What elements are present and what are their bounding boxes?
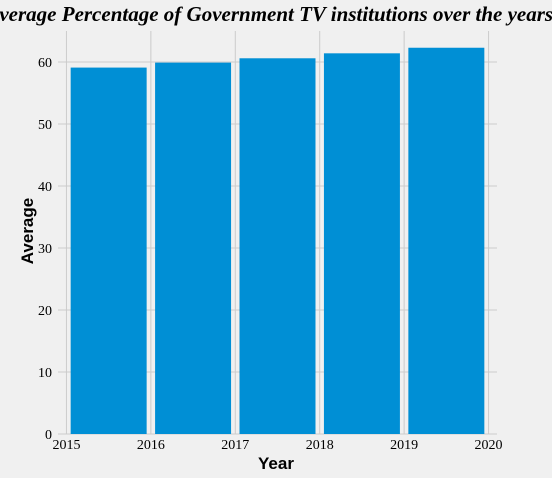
- y-tick-labels: 0 10 20 30 40 50 60: [38, 56, 52, 443]
- y-tick-label: 40: [38, 180, 52, 195]
- y-tick-label: 30: [38, 242, 52, 257]
- x-tick-label: 2017: [221, 438, 249, 453]
- x-tick-labels: 2015 2016 2017 2018 2019 2020: [52, 438, 502, 453]
- chart-title: Average Percentage of Government TV inst…: [0, 2, 552, 26]
- x-axis-label: Year: [258, 454, 294, 473]
- x-tick-label: 2020: [475, 438, 503, 453]
- bar-2015: [70, 67, 147, 434]
- bar-2016: [155, 62, 232, 435]
- bar-2017: [239, 58, 316, 434]
- bars: [70, 47, 485, 435]
- y-axis-label: Average: [18, 198, 37, 264]
- x-tick-label: 2015: [52, 438, 80, 453]
- x-tick-label: 2016: [137, 438, 165, 453]
- y-tick-label: 10: [38, 366, 52, 381]
- y-tick-label: 50: [38, 118, 52, 133]
- bar-2019: [408, 47, 485, 435]
- y-tick-label: 60: [38, 56, 52, 71]
- bar-2018: [323, 53, 400, 434]
- x-tick-label: 2018: [306, 438, 334, 453]
- y-tick-label: 0: [45, 428, 52, 443]
- y-tick-label: 20: [38, 304, 52, 319]
- x-tick-label: 2019: [390, 438, 418, 453]
